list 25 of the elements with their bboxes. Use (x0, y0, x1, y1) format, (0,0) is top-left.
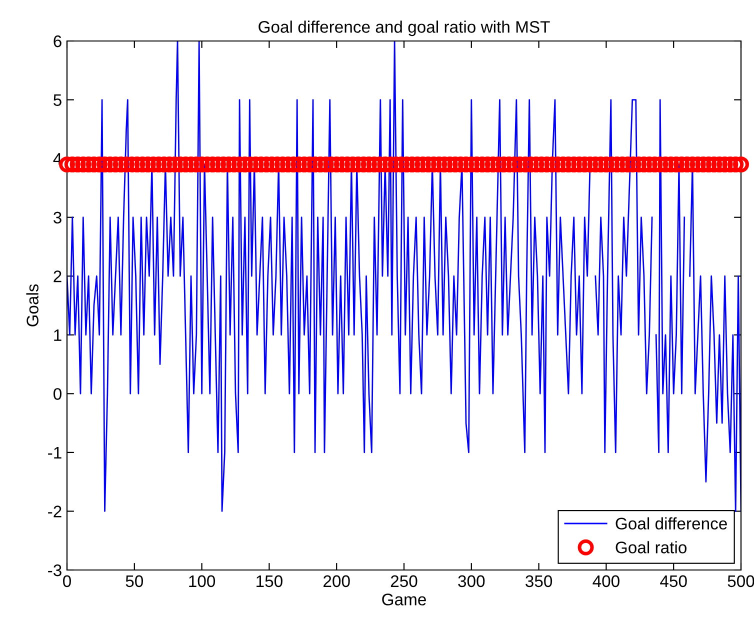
chart-title: Goal difference and goal ratio with MST (258, 20, 550, 36)
y-tick-label: -3 (48, 564, 62, 576)
y-tick-label: -2 (48, 506, 62, 518)
x-tick-label: 300 (458, 575, 485, 588)
x-tick-label: 400 (592, 575, 620, 588)
x-tick-label: 450 (660, 575, 687, 588)
y-tick-label: 3 (54, 212, 62, 224)
x-tick-label: 150 (256, 575, 282, 588)
x-tick-label: 350 (526, 575, 552, 588)
x-axis-title: Game (382, 594, 426, 606)
y-axis-title: Goals (26, 284, 38, 326)
x-tick-label: 250 (390, 575, 418, 588)
legend-label: Goal difference (616, 517, 727, 530)
x-tick-label: 200 (324, 575, 350, 588)
y-tick-label: 2 (54, 270, 62, 282)
x-tick-label: 500 (728, 575, 754, 588)
x-tick-label: 50 (126, 575, 144, 588)
x-tick-label: 100 (189, 575, 216, 588)
y-tick-label: 6 (54, 35, 62, 48)
y-tick-label: -1 (48, 447, 62, 458)
legend-label: Goal ratio (616, 541, 686, 554)
y-tick-label: 1 (54, 329, 62, 341)
y-tick-label: 5 (54, 94, 62, 106)
x-tick-label: 0 (63, 575, 71, 588)
y-tick-label: 0 (54, 388, 62, 400)
